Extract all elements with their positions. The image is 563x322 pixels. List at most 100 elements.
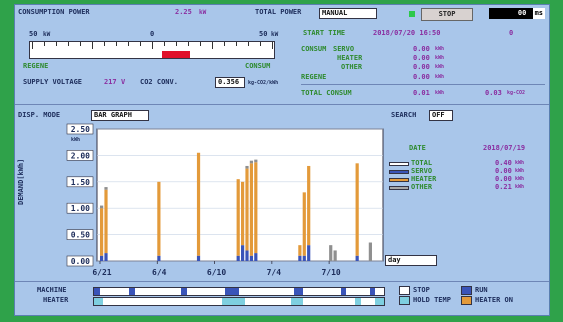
gauge-fill-bar (162, 51, 190, 58)
bar-servo (302, 255, 306, 261)
bar-heater (157, 181, 161, 256)
heater-hold-segment (94, 298, 103, 305)
indicator-display: 00 ms (489, 8, 545, 19)
section-divider (15, 104, 549, 105)
disp-mode-field[interactable]: BAR GRAPH (91, 110, 149, 121)
bar-other (249, 160, 254, 164)
consum-label: CONSUM (301, 45, 327, 53)
y-tick-box (66, 229, 94, 240)
hold-temp-legend-label: HOLD TEMP (413, 296, 451, 304)
bar-heater (245, 168, 249, 251)
total-consum-unit: kWh (435, 90, 445, 96)
heater-hold-segment (375, 298, 384, 305)
bar-heater (298, 245, 302, 256)
scale-tick-right: 50 (259, 30, 268, 38)
detail-other-value: 0.21 (495, 183, 512, 191)
stop-button[interactable]: STOP (421, 8, 473, 21)
detail-servo-unit: kWh (515, 168, 525, 174)
bar-servo (196, 255, 201, 261)
servo-label: SERVO (333, 45, 355, 53)
heater-hold-segment (221, 298, 245, 305)
y-tick-box (66, 202, 94, 214)
hold-temp-legend-swatch (399, 296, 410, 305)
regene-value: 0.00 (413, 73, 430, 81)
bar-heater (249, 163, 254, 256)
gauge-tick (236, 42, 237, 46)
power-gauge (29, 41, 275, 59)
gauge-tick (272, 42, 273, 49)
bar-other (100, 205, 104, 209)
date-label: DATE (409, 144, 426, 152)
status-indicator-icon (409, 11, 415, 17)
heater-timeline (93, 297, 385, 306)
gauge-tick (164, 42, 165, 46)
detail-other-unit: kWh (515, 184, 525, 190)
detail-total-value: 0.40 (495, 159, 512, 167)
scale-left-unit: kW (43, 31, 51, 38)
bar-servo (100, 255, 104, 261)
bar-servo (236, 255, 240, 261)
bar-other (368, 242, 372, 261)
bar-heater (254, 162, 258, 254)
co2-conv-unit: kg-CO2/kWh (248, 80, 279, 86)
bar-other (329, 245, 333, 261)
y-tick-label: 0.00 (71, 257, 90, 266)
gauge-tick (140, 42, 141, 46)
x-tick-label: 7/4 (267, 268, 282, 277)
consumption-power-title: CONSUMPTION POWER (18, 8, 90, 16)
y-tick-box (66, 255, 94, 267)
supply-voltage-value: 217 (104, 78, 117, 86)
machine-run-segment (369, 288, 376, 295)
co2-conv-label: CO2 CONV. (140, 78, 178, 86)
co2-conv-field[interactable]: 0.356 (215, 77, 245, 88)
detail-servo-value: 0.00 (495, 167, 512, 175)
start-time-label: START TIME (303, 29, 346, 37)
regene-unit: kWh (435, 74, 445, 80)
bar-servo (307, 245, 311, 261)
detail-heater-value: 0.00 (495, 175, 512, 183)
x-tick-label: 6/10 (207, 268, 226, 277)
scale-tick-center: 0 (150, 30, 155, 38)
summary-divider (301, 84, 545, 85)
gauge-tick (200, 42, 201, 46)
total-power-label: TOTAL POWER (255, 8, 302, 16)
detail-heater-unit: kWh (515, 176, 525, 182)
search-field[interactable]: OFF (429, 110, 453, 121)
y-tick-box (66, 150, 94, 161)
total-power-mode-field[interactable]: MANUAL (319, 8, 377, 19)
gauge-tick (128, 42, 129, 46)
gauge-tick (176, 42, 177, 46)
heater-hold-segment (355, 298, 361, 305)
bar-servo (355, 255, 359, 261)
x-tick-label: 6/21 (92, 268, 111, 277)
gauge-tick (248, 42, 249, 46)
y-tick-label: 1.50 (71, 178, 90, 187)
bar-chart: 2.50 2.00 1.50 1.00 0.50 0.006/21 6/4 6/10 7/4 7/… (66, 123, 384, 277)
y-tick-label: 1.00 (71, 204, 90, 213)
gauge-tick (80, 42, 81, 46)
gauge-tick (116, 42, 117, 46)
chart-plot-area (96, 128, 384, 262)
bar-heater (104, 189, 108, 254)
machine-timeline (93, 287, 385, 296)
scale-right-unit: kW (271, 31, 279, 38)
gauge-tick (32, 42, 33, 49)
scale-tick-left: 50 (29, 30, 38, 38)
scale-select-field[interactable]: day (385, 255, 437, 266)
regene-scale-label: REGENE (23, 62, 49, 70)
other-value: 0.00 (413, 63, 430, 71)
y-tick-label: 2.00 (71, 151, 90, 160)
stop-legend-label: STOP (413, 286, 430, 294)
gauge-tick (92, 42, 93, 49)
machine-run-segment (181, 288, 187, 295)
start-time-value: 2018/07/20 16:50 (373, 29, 441, 37)
bar-heater (307, 165, 311, 246)
gauge-tick (104, 42, 105, 46)
run-legend-label: RUN (475, 286, 488, 294)
date-value: 2018/07/19 (483, 144, 526, 152)
bar-servo (245, 250, 249, 261)
disp-mode-label: DISP. MODE (18, 111, 61, 119)
machine-run-segment (94, 288, 100, 295)
heater-hold-segment (291, 298, 303, 305)
supply-voltage-unit: V (121, 78, 126, 86)
